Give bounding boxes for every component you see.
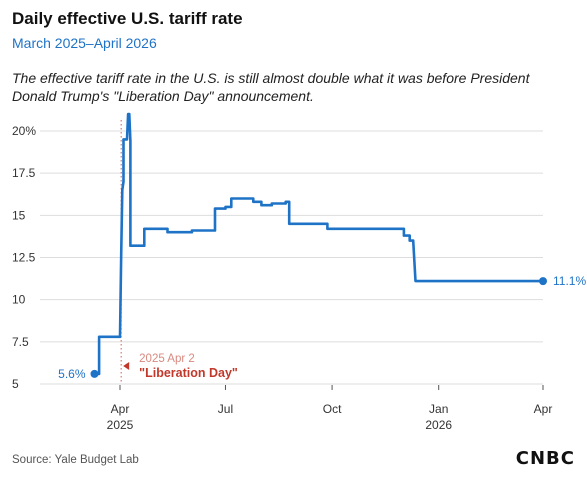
y-gridlines [40, 130, 543, 385]
y-tick-label: 15 [12, 208, 26, 222]
tariff-rate-line [93, 112, 545, 376]
annotation-arrow-icon [123, 362, 130, 370]
end-value-label: 11.1% [553, 274, 586, 288]
x-axis-ticks: Apr 2025 Jul Oct Jan 2026 Apr [107, 385, 553, 432]
end-point [539, 277, 547, 286]
start-point [90, 369, 99, 378]
y-tick-label: 7.5 [12, 335, 29, 349]
x-tick-year-label: 2026 [425, 418, 452, 432]
annotation-text: "Liberation Day" [139, 366, 238, 380]
source-note: Source: Yale Budget Lab [12, 454, 139, 466]
x-tick-year-label: 2025 [107, 418, 134, 432]
y-axis-ticks: 5 7.5 10 12.5 15 17.5 20% [12, 124, 36, 391]
chart-subtitle: March 2025–April 2026 [12, 35, 157, 51]
cnbc-logo: CNBC [515, 448, 575, 469]
liberation-day-annotation: 2025 Apr 2"Liberation Day" [120, 120, 238, 384]
x-tick-label: Apr [111, 402, 130, 416]
chart-title: Daily effective U.S. tariff rate [12, 9, 243, 28]
y-tick-label: 12.5 [12, 251, 36, 265]
x-tick-label: Oct [323, 402, 342, 416]
x-tick-label: Jan [429, 402, 448, 416]
y-tick-label: 20% [12, 124, 36, 138]
start-value-label: 5.6% [58, 367, 86, 381]
y-tick-label: 17.5 [12, 166, 36, 180]
series-endpoints: 5.6% 11.1% [58, 274, 586, 381]
x-tick-label: Apr [534, 402, 553, 416]
y-tick-label: 5 [12, 377, 19, 391]
chart-description: The effective tariff rate in the U.S. is… [12, 70, 530, 104]
annotation-date: 2025 Apr 2 [139, 353, 195, 365]
x-tick-label: Jul [218, 402, 233, 416]
y-tick-label: 10 [12, 293, 26, 307]
